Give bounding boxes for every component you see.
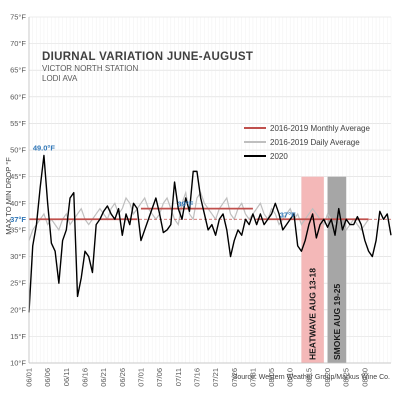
annotation-layer: HEATWAVE AUG 13-18 SMOKE AUG 19-25 49.0°F 3…	[10, 143, 342, 360]
y-tick-label: 60°F	[10, 92, 26, 101]
legend-label-2020: 2020	[270, 152, 288, 161]
y-tick-label: 30°F	[10, 252, 26, 261]
x-tick-label: 07/11	[174, 368, 183, 386]
annotation-label: 39°F	[177, 200, 193, 209]
grid-layer	[28, 16, 392, 364]
band-heatwave	[301, 176, 324, 363]
annotation-label: 49.0°F	[33, 143, 56, 152]
x-tick-label: 08/05	[267, 368, 276, 387]
y-tick-label: 25°F	[10, 279, 26, 288]
x-tick-label: 08/15	[304, 368, 313, 387]
x-tick-label: 08/30	[360, 368, 369, 387]
legend-label-daily: 2016-2019 Daily Average	[270, 138, 360, 147]
x-tick-label: 07/01	[136, 368, 145, 387]
x-tick-label: 07/16	[192, 368, 201, 387]
y-axis-label: MAX TO MIN DROP °F	[4, 157, 13, 235]
x-tick-label: 08/10	[286, 368, 295, 387]
y-tick-label: 40°F	[10, 199, 26, 208]
y-tick-label: 75°F	[10, 13, 26, 22]
y-tick-label: 10°F	[10, 359, 26, 368]
annotation-label: 37°F	[10, 215, 26, 224]
x-tick-label: 06/21	[99, 368, 108, 387]
x-tick-label: 06/26	[118, 368, 127, 387]
series-2020	[28, 154, 392, 313]
x-tick-label: 08/20	[323, 368, 332, 387]
source-note: Source: Western Weather Group/Markus Win…	[233, 374, 390, 381]
band-label-smoke: SMOKE AUG 19-25	[332, 284, 342, 360]
y-tick-label: 15°F	[10, 332, 26, 341]
x-tick-label: 07/31	[248, 368, 257, 387]
legend: 2016-2019 Monthly Average 2016-2019 Dail…	[244, 124, 370, 161]
x-tick-label: 06/01	[25, 368, 34, 387]
x-tick-label: 07/06	[155, 368, 164, 387]
x-tick-label: 07/26	[230, 368, 239, 387]
chart-subtitle-ava: LODI AVA	[42, 74, 78, 83]
legend-label-monthly: 2016-2019 Monthly Average	[270, 124, 370, 133]
y-tick-label: 35°F	[10, 225, 26, 234]
x-tick-label: 06/06	[43, 368, 52, 387]
series-layer	[28, 154, 392, 313]
x-tick-label: 08/25	[342, 368, 351, 387]
y-tick-label: 65°F	[10, 66, 26, 75]
band-label-heatwave: HEATWAVE AUG 13-18	[308, 268, 318, 360]
chart-subtitle-station: VICTOR NORTH STATION	[42, 64, 139, 73]
y-tick-label: 70°F	[10, 39, 26, 48]
y-tick-label: 45°F	[10, 172, 26, 181]
axis-layer: 10°F 15°F 20°F 25°F 30°F 35°F 40°F 45°F 50°F 55°F…	[10, 13, 391, 387]
x-tick-label: 06/16	[80, 368, 89, 387]
y-tick-label: 50°F	[10, 146, 26, 155]
x-tick-label: 07/21	[211, 368, 220, 387]
x-tick-label: 06/11	[62, 368, 71, 386]
y-tick-label: 55°F	[10, 119, 26, 128]
annotation-label: 37°F	[280, 210, 296, 219]
chart-title: DIURNAL VARIATION JUNE-AUGUST	[42, 51, 253, 63]
y-tick-label: 20°F	[10, 305, 26, 314]
